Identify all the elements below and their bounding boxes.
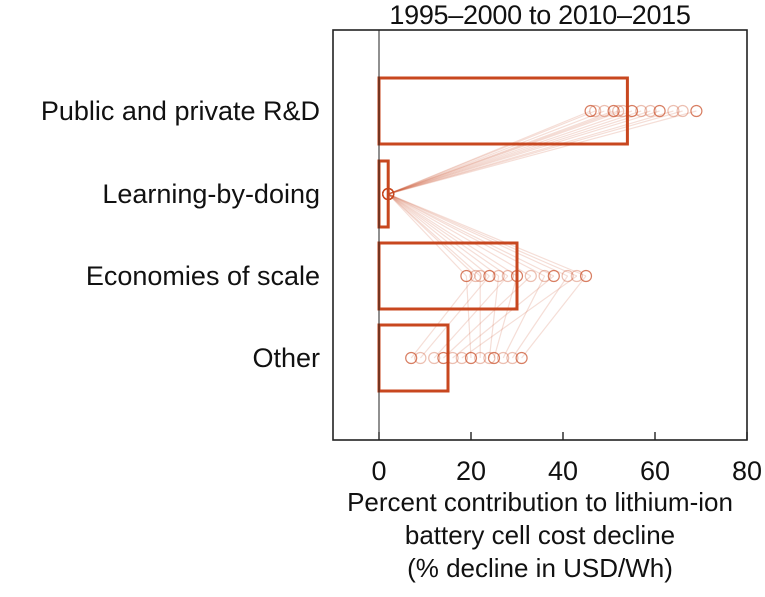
sample-point (474, 269, 487, 283)
x-tick-label: 80 (732, 456, 762, 486)
chart-title: 1995–2000 to 2010–2015 (389, 0, 691, 30)
sample-point (635, 104, 648, 118)
category-label: Economies of scale (86, 261, 320, 291)
sample-trail-line (387, 193, 568, 277)
x-tick-label: 60 (640, 456, 670, 486)
sample-point (607, 104, 620, 118)
sample-point (510, 269, 524, 283)
sample-trail-line (387, 193, 587, 277)
category-label: Other (252, 343, 320, 373)
x-tick-label: 40 (548, 456, 578, 486)
sample-point (570, 269, 583, 283)
sample-trail-line (387, 110, 619, 195)
sample-trail-line (387, 110, 591, 195)
sample-trail-line (461, 275, 578, 359)
sample-point (492, 269, 505, 283)
sample-point (538, 269, 551, 283)
sample-point (561, 269, 574, 283)
x-tick-label: 0 (371, 456, 386, 486)
sample-point (382, 187, 395, 201)
sample-trail-line (511, 275, 569, 359)
x-tick-label: 20 (456, 456, 486, 486)
sample-trail-line (388, 110, 674, 195)
sample-point (428, 351, 441, 365)
sample-point (653, 104, 666, 118)
sample-trail-line (387, 110, 596, 195)
sample-point (515, 351, 528, 365)
sample-trail-line (388, 110, 683, 195)
sample-point (464, 351, 478, 365)
sample-point (469, 269, 482, 283)
sample-trail-line (388, 110, 642, 195)
sample-point (455, 351, 468, 365)
x-axis-label-line-1: Percent contribution to lithium-ion (347, 487, 733, 517)
sample-trail-line (521, 275, 587, 359)
sample-point (501, 269, 514, 283)
sample-point (483, 351, 496, 365)
sample-point (612, 104, 625, 118)
sample-trail-line (465, 275, 472, 359)
sample-trail-line (387, 193, 518, 277)
sample-point (437, 351, 450, 365)
sample-point (524, 269, 537, 283)
sample-point (474, 351, 487, 365)
sample-trail-line (387, 193, 477, 277)
sample-point (644, 104, 657, 118)
sample-trail-line (488, 275, 500, 359)
sample-trail-line (387, 193, 481, 277)
sample-point (405, 351, 418, 365)
sample-trail-line (502, 275, 546, 359)
sample-point (483, 269, 496, 283)
x-axis-ticks: 0 20 40 60 80 (371, 432, 762, 486)
sample-trail-line (410, 275, 477, 359)
sample-point (547, 269, 560, 283)
sample-trail-line (387, 193, 532, 277)
sample-point (676, 104, 689, 118)
sample-trail-line (387, 193, 499, 277)
sample-points (382, 104, 703, 365)
sample-trail-line (387, 193, 509, 277)
category-label: Public and private R&D (41, 96, 320, 126)
sample-point (616, 104, 629, 118)
plot-frame (332, 29, 748, 441)
sample-point (487, 351, 501, 365)
sample-point (625, 104, 639, 118)
sample-trail-line (387, 110, 614, 195)
sample-point (598, 104, 611, 118)
sample-trail-line (387, 193, 578, 277)
sample-trail-line (387, 193, 467, 277)
sample-point (584, 104, 597, 118)
sample-point (690, 104, 703, 118)
sample-trail-line (387, 193, 555, 277)
sample-trail-line (433, 275, 509, 359)
sample-point (414, 351, 427, 365)
sample-trails (387, 110, 697, 359)
sample-trail-line (388, 110, 633, 195)
sample-trail-line (387, 110, 624, 195)
sample-trail-line (452, 275, 555, 359)
sample-point (579, 269, 593, 283)
sample-trail-line (493, 275, 518, 359)
sample-trail-line (388, 110, 660, 195)
sample-trail-line (387, 193, 545, 277)
sample-trail-line (387, 110, 605, 195)
sample-point (589, 104, 602, 118)
x-axis-label-line-2: battery cell cost decline (404, 520, 676, 550)
sample-trail-line (388, 110, 651, 195)
bar-learning-by-doing (377, 159, 390, 229)
sample-trail-line (419, 275, 490, 359)
sample-point (460, 269, 473, 283)
sample-point (506, 351, 519, 365)
sample-trail-line (387, 193, 490, 277)
sample-point (667, 104, 680, 118)
x-axis-label-line-3: (% decline in USD/Wh) (407, 553, 673, 583)
x-axis-label: Percent contribution to lithium-ion batt… (290, 486, 765, 585)
y-axis-labels: Public and private R&D Learning-by-doing E… (41, 96, 320, 373)
sample-point (446, 351, 459, 365)
category-label: Learning-by-doing (102, 179, 320, 209)
sample-trail-line (388, 110, 697, 195)
sample-point (497, 351, 510, 365)
